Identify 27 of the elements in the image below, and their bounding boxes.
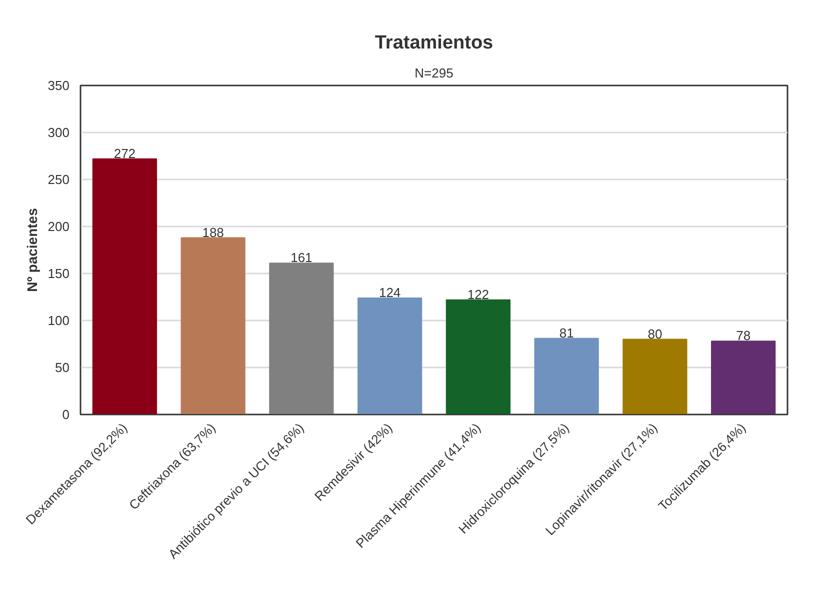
y-axis-title: Nº pacientes	[24, 208, 40, 292]
y-tick-label: 150	[48, 266, 70, 281]
bar	[534, 338, 599, 414]
data-label: 78	[736, 328, 751, 344]
data-label: 272	[114, 146, 136, 161]
chart-subtitle: N=295	[414, 66, 454, 80]
bar	[357, 297, 422, 414]
y-tick-label: 300	[48, 125, 70, 140]
data-label: 81	[559, 325, 574, 340]
chart-title: Tratamientos	[374, 32, 494, 54]
y-tick-label: 50	[55, 360, 70, 375]
y-tick-label: 100	[48, 313, 70, 328]
data-label: 122	[467, 286, 490, 302]
data-label: 161	[290, 250, 312, 266]
bar	[92, 158, 158, 414]
data-label: 80	[648, 326, 662, 342]
bar	[180, 237, 246, 414]
y-tick-label: 0	[62, 407, 70, 422]
y-tick-label: 350	[48, 78, 70, 93]
bar	[269, 262, 334, 414]
bar	[622, 338, 688, 414]
y-tick-label: 200	[48, 219, 70, 234]
bar	[710, 340, 776, 414]
data-label: 124	[378, 284, 401, 300]
bar	[446, 299, 511, 414]
data-label: 188	[202, 224, 224, 240]
y-tick-label: 250	[48, 172, 70, 187]
